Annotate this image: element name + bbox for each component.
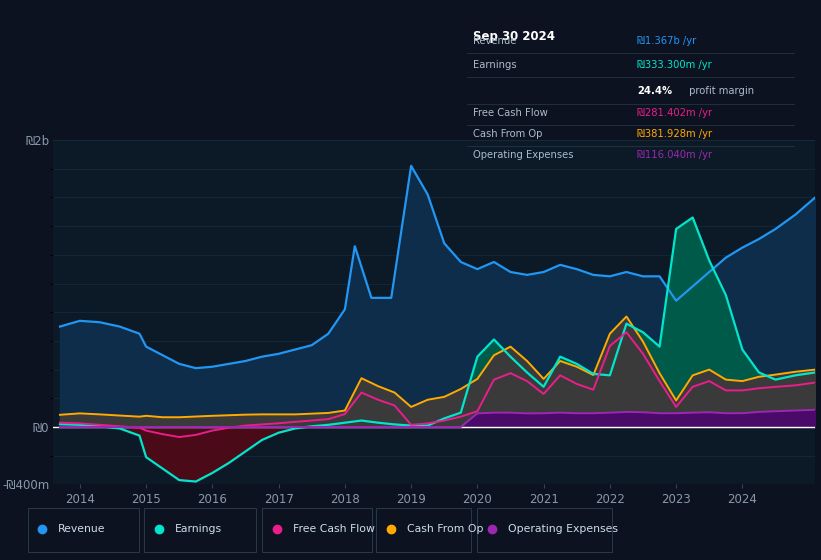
Text: Cash From Op: Cash From Op: [474, 129, 543, 139]
Text: 24.4%: 24.4%: [637, 86, 672, 96]
Text: Operating Expenses: Operating Expenses: [507, 524, 617, 534]
Text: ₪281.402m /yr: ₪281.402m /yr: [637, 108, 712, 118]
Text: Revenue: Revenue: [474, 36, 516, 46]
Text: Cash From Op: Cash From Op: [407, 524, 484, 534]
Text: profit margin: profit margin: [686, 86, 754, 96]
Text: ₪333.300m /yr: ₪333.300m /yr: [637, 60, 712, 70]
Text: ₪381.928m /yr: ₪381.928m /yr: [637, 129, 712, 139]
Text: Free Cash Flow: Free Cash Flow: [293, 524, 375, 534]
Text: Sep 30 2024: Sep 30 2024: [474, 30, 555, 43]
Text: Operating Expenses: Operating Expenses: [474, 150, 574, 160]
Text: ₪1.367b /yr: ₪1.367b /yr: [637, 36, 696, 46]
Text: Earnings: Earnings: [175, 524, 222, 534]
Text: Free Cash Flow: Free Cash Flow: [474, 108, 548, 118]
Text: Earnings: Earnings: [474, 60, 517, 70]
Text: ₪116.040m /yr: ₪116.040m /yr: [637, 150, 712, 160]
Text: Revenue: Revenue: [58, 524, 106, 534]
